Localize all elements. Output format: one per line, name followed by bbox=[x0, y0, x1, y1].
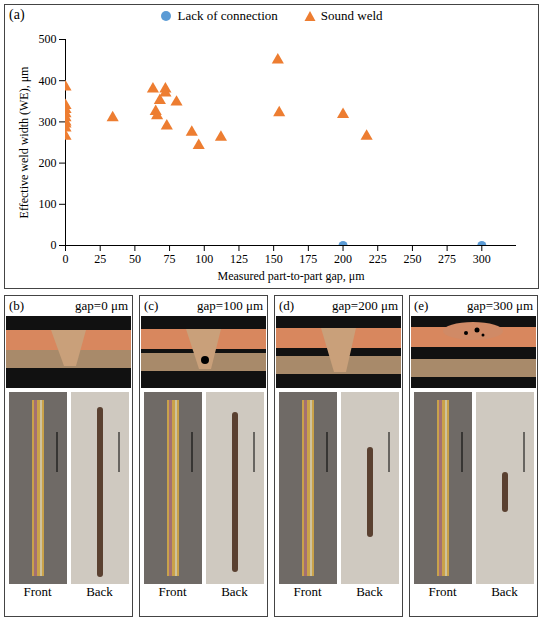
svg-text:225: 225 bbox=[369, 252, 387, 266]
html-text:Sound weld: Sound weld bbox=[320, 8, 383, 23]
html-text:Back: Back bbox=[491, 584, 518, 599]
html-text:(a): (a) bbox=[9, 7, 25, 22]
html-text:Front: Front bbox=[158, 584, 187, 599]
html-text:Front: Front bbox=[428, 584, 457, 599]
html-text:Lack of connection: Lack of connection bbox=[177, 8, 278, 23]
svg-text:100: 100 bbox=[39, 197, 57, 211]
svg-text:400: 400 bbox=[39, 74, 57, 88]
html-text:(d): (d) bbox=[279, 298, 295, 313]
html-text:Back: Back bbox=[221, 584, 248, 599]
svg-text:100: 100 bbox=[195, 252, 213, 266]
svg-text:200: 200 bbox=[334, 252, 352, 266]
svg-text:500: 500 bbox=[39, 32, 57, 46]
svg-text:300: 300 bbox=[39, 115, 57, 129]
html-text:Front: Front bbox=[293, 584, 322, 599]
svg-text:0: 0 bbox=[51, 238, 57, 252]
svg-text:200: 200 bbox=[39, 156, 57, 170]
svg-text:250: 250 bbox=[403, 252, 421, 266]
svg-text:25: 25 bbox=[94, 252, 106, 266]
svg-text:50: 50 bbox=[129, 252, 141, 266]
svg-text:175: 175 bbox=[299, 252, 317, 266]
svg-text:Effective weld width (WE), μm: Effective weld width (WE), μm bbox=[17, 66, 31, 218]
svg-text:150: 150 bbox=[265, 252, 283, 266]
html-text:Back: Back bbox=[86, 584, 113, 599]
html-text:Front: Front bbox=[23, 584, 52, 599]
html-text:(b): (b) bbox=[9, 298, 25, 313]
html-text:(e): (e) bbox=[414, 298, 429, 313]
html-text:gap=300 μm: gap=300 μm bbox=[467, 298, 533, 313]
svg-text:0: 0 bbox=[63, 252, 69, 266]
html-text:(c): (c) bbox=[144, 298, 159, 313]
svg-text:Measured part-to-part gap, μm: Measured part-to-part gap, μm bbox=[217, 269, 365, 283]
html-text:gap=200 μm: gap=200 μm bbox=[332, 298, 398, 313]
svg-text:275: 275 bbox=[438, 252, 456, 266]
svg-text:125: 125 bbox=[230, 252, 248, 266]
html-text:Back: Back bbox=[356, 584, 383, 599]
svg-text:75: 75 bbox=[164, 252, 176, 266]
html-text:gap=0 μm: gap=0 μm bbox=[75, 298, 128, 313]
svg-text:300: 300 bbox=[473, 252, 491, 266]
html-text:gap=100 μm: gap=100 μm bbox=[197, 298, 263, 313]
